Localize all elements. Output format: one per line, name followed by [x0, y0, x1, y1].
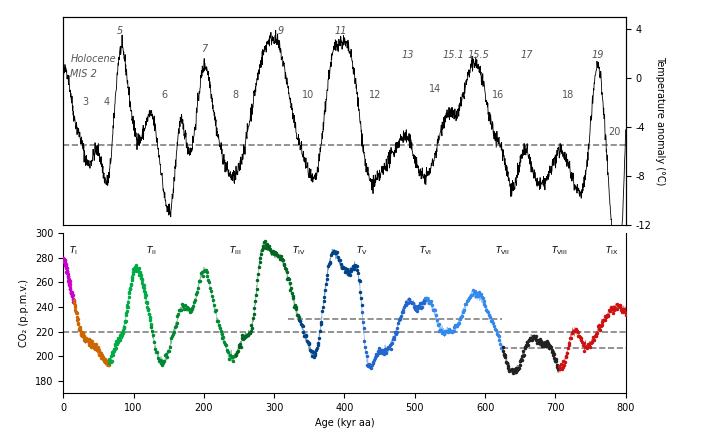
Text: 5: 5: [117, 25, 122, 35]
Y-axis label: Temperature anomaly (°C): Temperature anomaly (°C): [655, 56, 665, 186]
Text: $T_{\rm V}$: $T_{\rm V}$: [356, 245, 368, 257]
Text: Holocene: Holocene: [70, 54, 116, 64]
Text: 9: 9: [278, 25, 284, 35]
Text: 12: 12: [369, 90, 382, 101]
Text: 14: 14: [429, 84, 441, 94]
Y-axis label: CO₂ (p.p.m.v.): CO₂ (p.p.m.v.): [20, 279, 30, 347]
Text: $T_{\rm IV}$: $T_{\rm IV}$: [292, 245, 306, 257]
Text: 20: 20: [608, 127, 621, 137]
Text: 4: 4: [103, 97, 110, 107]
Text: $T_{\rm VIII}$: $T_{\rm VIII}$: [550, 245, 567, 257]
Text: 8: 8: [232, 90, 238, 101]
Text: 18: 18: [562, 90, 574, 101]
Text: $T_{\rm IX}$: $T_{\rm IX}$: [605, 245, 619, 257]
Text: 13: 13: [401, 50, 414, 60]
Text: 7: 7: [201, 44, 207, 54]
Text: 15.5: 15.5: [467, 50, 489, 60]
Text: 15.1: 15.1: [442, 50, 465, 60]
Text: 10: 10: [302, 90, 314, 101]
X-axis label: Age (kyr aa): Age (kyr aa): [315, 419, 374, 429]
Text: 19: 19: [591, 50, 604, 60]
Text: 17: 17: [521, 50, 534, 60]
Text: $T_{\rm III}$: $T_{\rm III}$: [229, 245, 242, 257]
Text: $T_{\rm I}$: $T_{\rm I}$: [70, 245, 78, 257]
Text: $T_{\rm VII}$: $T_{\rm VII}$: [495, 245, 510, 257]
Text: MIS 2: MIS 2: [70, 69, 97, 79]
Text: $T_{\rm VI}$: $T_{\rm VI}$: [419, 245, 432, 257]
Text: $T_{\rm II}$: $T_{\rm II}$: [146, 245, 157, 257]
Text: 16: 16: [492, 90, 504, 101]
Text: 3: 3: [82, 97, 89, 107]
Text: 6: 6: [162, 90, 168, 101]
Text: 11: 11: [335, 25, 347, 35]
